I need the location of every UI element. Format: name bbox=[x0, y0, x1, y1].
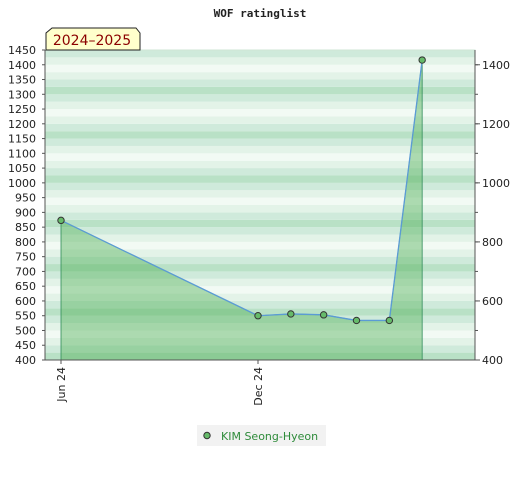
background-band bbox=[45, 205, 475, 213]
left-axis-tick-label: 1250 bbox=[8, 103, 36, 116]
background-band bbox=[45, 64, 475, 73]
left-axis-tick-label: 750 bbox=[15, 251, 36, 264]
legend-box bbox=[197, 425, 326, 446]
right-axis-tick-label: 1000 bbox=[482, 177, 510, 190]
background-band bbox=[45, 249, 475, 257]
background-band bbox=[45, 271, 475, 279]
background-band bbox=[45, 256, 475, 265]
background-band bbox=[45, 116, 475, 124]
legend-series-name: KIM Seong-Hyeon bbox=[221, 430, 318, 443]
background-band bbox=[45, 153, 475, 161]
background-band bbox=[45, 190, 475, 198]
x-axis-tick-label: Jun 24 bbox=[55, 367, 68, 403]
left-y-axis: 4004505005506006507007508008509009501000… bbox=[8, 44, 46, 367]
background-band bbox=[45, 197, 475, 205]
background-band bbox=[45, 345, 475, 353]
right-axis-tick-label: 1400 bbox=[482, 59, 510, 72]
background-band bbox=[45, 264, 475, 272]
background-band bbox=[45, 101, 475, 110]
left-axis-tick-label: 400 bbox=[15, 354, 36, 367]
background-band bbox=[45, 145, 475, 154]
background-band bbox=[45, 131, 475, 139]
background-band bbox=[45, 330, 475, 338]
data-point bbox=[418, 56, 426, 64]
left-axis-tick-label: 650 bbox=[15, 280, 36, 293]
background-band bbox=[45, 323, 475, 331]
left-axis-tick-label: 800 bbox=[15, 236, 36, 249]
left-axis-tick-label: 850 bbox=[15, 221, 36, 234]
left-axis-tick-label: 1150 bbox=[8, 133, 36, 146]
background-band bbox=[45, 160, 475, 169]
background-band bbox=[45, 50, 475, 58]
left-axis-tick-label: 1050 bbox=[8, 162, 36, 175]
background-band bbox=[45, 109, 475, 117]
background-band bbox=[45, 315, 475, 324]
right-axis-tick-label: 400 bbox=[482, 354, 503, 367]
background-band bbox=[45, 212, 475, 220]
right-axis-tick-label: 1200 bbox=[482, 118, 510, 131]
background-band bbox=[45, 337, 475, 346]
chart-title: WOF ratinglist bbox=[214, 7, 307, 20]
season-label: 2024–2025 bbox=[45, 27, 141, 51]
background-band bbox=[45, 123, 475, 132]
left-axis-tick-label: 500 bbox=[15, 324, 36, 337]
series-marker-layer bbox=[57, 56, 426, 325]
background-band bbox=[45, 94, 475, 102]
left-axis-tick-label: 550 bbox=[15, 310, 36, 323]
background-band bbox=[45, 278, 475, 287]
legend-marker bbox=[203, 431, 211, 440]
background-band bbox=[45, 182, 475, 191]
left-axis-tick-label: 450 bbox=[15, 339, 36, 352]
background-band bbox=[45, 219, 475, 228]
right-axis-tick-label: 800 bbox=[482, 236, 503, 249]
background-band bbox=[45, 308, 475, 316]
background-band bbox=[45, 352, 475, 360]
left-axis-tick-label: 600 bbox=[15, 295, 36, 308]
plot-background-bands bbox=[44, 49, 476, 361]
x-axis-tick-label: Dec 24 bbox=[252, 367, 265, 406]
background-band bbox=[45, 286, 475, 294]
left-axis-tick-label: 1350 bbox=[8, 74, 36, 87]
data-point bbox=[57, 216, 65, 225]
background-band bbox=[45, 241, 475, 250]
data-point bbox=[287, 310, 295, 318]
background-band bbox=[45, 72, 475, 80]
x-axis: Jun 24 Dec 24 bbox=[45, 359, 475, 406]
background-band bbox=[45, 168, 475, 176]
background-band bbox=[45, 227, 475, 235]
data-point bbox=[319, 311, 328, 319]
right-y-axis: 400 600 800 1000 1200 1400 bbox=[474, 50, 510, 367]
data-point bbox=[352, 316, 361, 325]
background-band bbox=[45, 234, 475, 242]
data-point bbox=[254, 312, 262, 320]
season-label-text: 2024–2025 bbox=[53, 33, 131, 49]
right-axis-tick-label: 600 bbox=[482, 295, 503, 308]
left-axis-tick-label: 1450 bbox=[8, 44, 36, 57]
left-axis-tick-label: 1100 bbox=[8, 147, 36, 160]
left-axis-tick-label: 1200 bbox=[8, 118, 36, 131]
background-band bbox=[45, 293, 475, 301]
background-band bbox=[45, 79, 475, 87]
background-band bbox=[45, 138, 475, 146]
left-axis-tick-label: 950 bbox=[15, 192, 36, 205]
left-axis-tick-label: 1300 bbox=[8, 88, 36, 101]
background-band bbox=[45, 86, 475, 95]
left-axis-tick-label: 900 bbox=[15, 206, 36, 219]
left-axis-tick-label: 1400 bbox=[8, 59, 36, 72]
background-band bbox=[45, 175, 475, 183]
legend: KIM Seong-Hyeon bbox=[197, 425, 326, 446]
background-band bbox=[45, 300, 475, 309]
season-label-box bbox=[45, 27, 141, 51]
data-point bbox=[385, 316, 394, 325]
left-axis-tick-label: 700 bbox=[15, 265, 36, 278]
background-band bbox=[45, 57, 475, 65]
left-axis-tick-label: 1000 bbox=[8, 177, 36, 190]
